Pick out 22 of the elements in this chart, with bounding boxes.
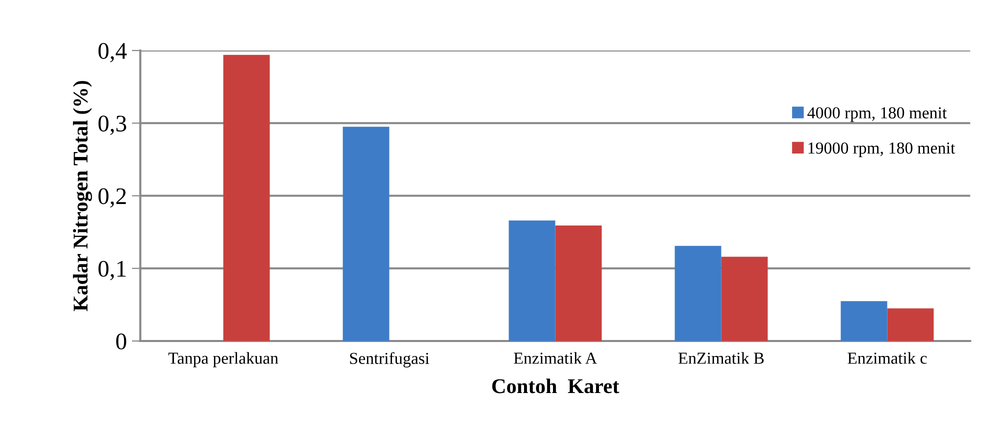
x-tick-label: Enzimatik c — [848, 352, 927, 364]
bar — [674, 246, 722, 342]
y-tick-label: 0,1 — [98, 260, 126, 280]
y-tick-label: 0,4 — [98, 43, 127, 62]
bar — [508, 220, 556, 342]
legend-label: 4000 rpm, 180 menit — [807, 107, 947, 122]
bar — [887, 308, 934, 342]
x-tick-label: Tanpa perlakuan — [168, 352, 278, 368]
y-tick-label: 0,2 — [98, 188, 126, 208]
y-tick-label: 0 — [116, 334, 126, 350]
bar — [555, 226, 602, 342]
x-axis-title: Contoh Karet — [492, 378, 620, 394]
x-tick-label: EnZimatik B — [678, 352, 764, 364]
bar — [721, 256, 768, 342]
y-tick-label: 0,3 — [98, 116, 126, 135]
x-tick-label: Sentrifugasi — [350, 352, 430, 368]
bar — [223, 54, 270, 342]
x-tick-label: Enzimatik A — [514, 352, 598, 364]
bar — [840, 301, 888, 342]
legend-label: 19000 rpm, 180 menit — [808, 142, 956, 158]
bar — [342, 126, 390, 342]
y-axis-title: Kadar Nitrogen Total (%) — [72, 81, 92, 312]
